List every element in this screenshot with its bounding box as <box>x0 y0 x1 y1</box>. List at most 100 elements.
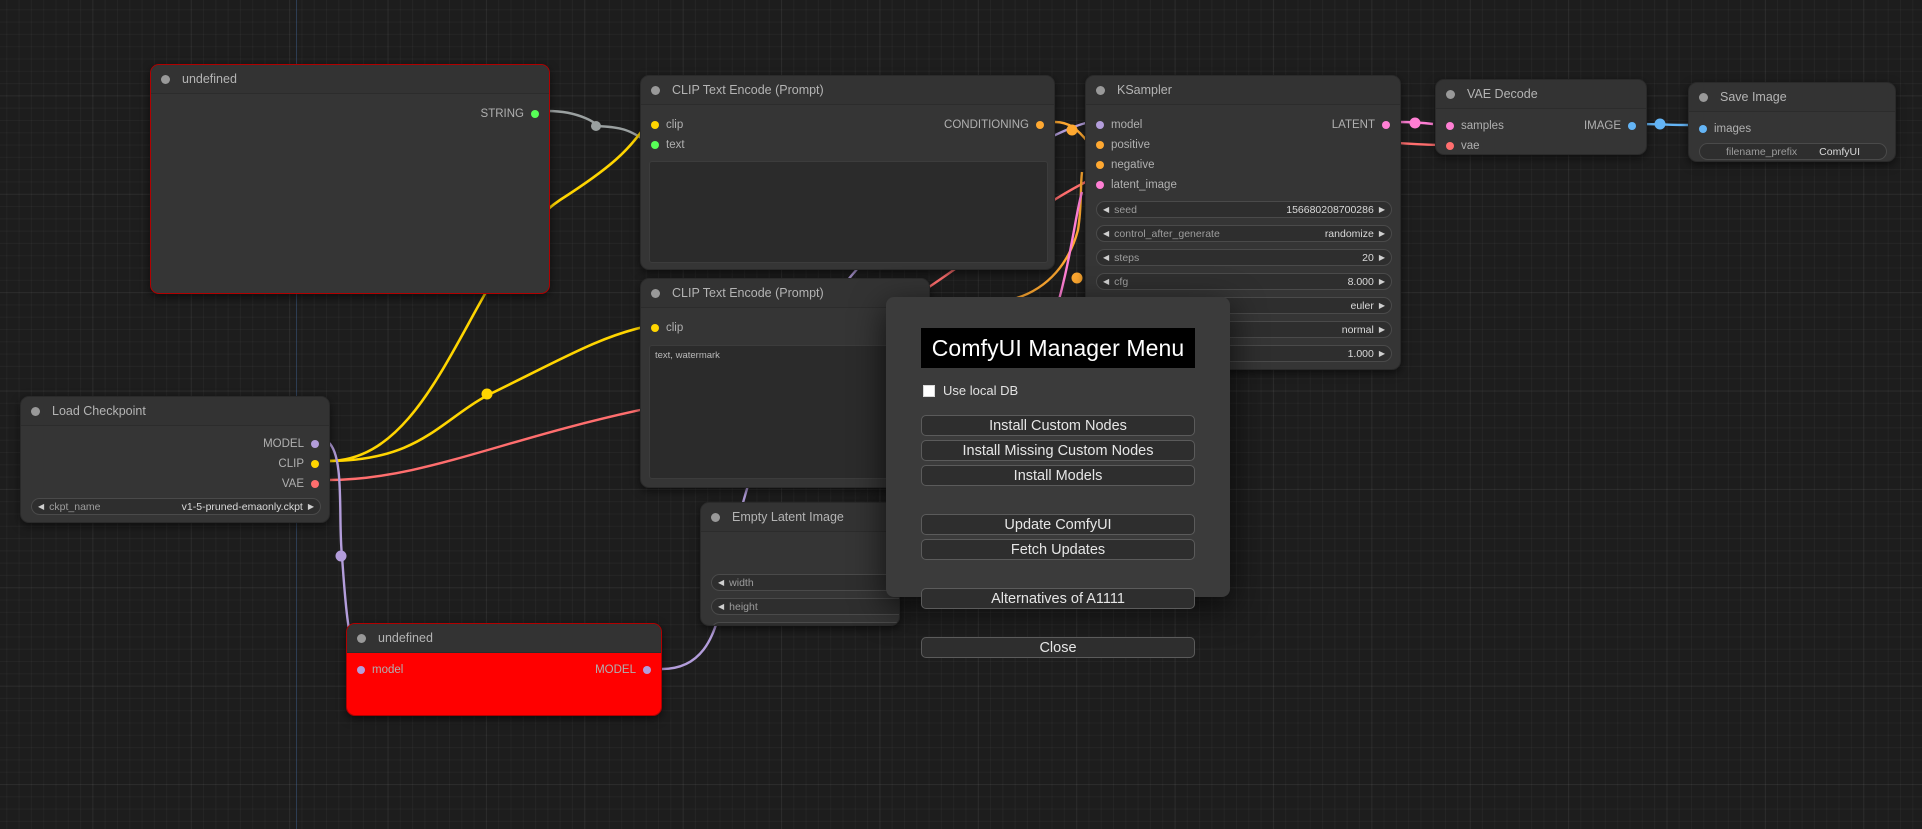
increment-arrow-icon[interactable]: ▶ <box>1378 228 1385 238</box>
decrement-arrow-icon[interactable]: ◀ <box>1103 228 1110 238</box>
node-collapse-icon[interactable] <box>1699 92 1708 102</box>
decrement-arrow-icon[interactable]: ◀ <box>1103 204 1110 214</box>
input-pin-text[interactable] <box>651 141 659 149</box>
output-slot-model[interactable]: MODEL <box>595 662 651 678</box>
node-empty-latent-image[interactable]: Empty Latent Image ◀ width ▶ ◀ height ▶ <box>700 502 900 626</box>
use-local-db-checkbox[interactable] <box>923 384 935 397</box>
node-title-bar[interactable]: VAE Decode <box>1436 80 1646 109</box>
install-missing-custom-nodes-button[interactable]: Install Missing Custom Nodes <box>921 440 1195 461</box>
node-collapse-icon[interactable] <box>31 406 40 416</box>
input-pin-images[interactable] <box>1699 125 1707 133</box>
output-slot-image[interactable]: IMAGE <box>1584 118 1636 134</box>
widget-seed[interactable]: ◀ seed 156680208700286 ▶ <box>1096 201 1392 218</box>
node-title-bar[interactable]: Load Checkpoint <box>21 397 329 426</box>
output-pin-string[interactable] <box>531 110 539 118</box>
output-slot-string[interactable]: STRING <box>481 106 539 122</box>
widget-filename-prefix[interactable]: filename_prefix ComfyUI <box>1699 143 1887 160</box>
node-load-checkpoint[interactable]: Load Checkpoint MODEL CLIP VAE ◀ ckpt_na… <box>20 396 330 523</box>
input-pin-positive[interactable] <box>1096 141 1104 149</box>
widget-width[interactable]: ◀ width ▶ <box>711 574 899 591</box>
input-pin-samples[interactable] <box>1446 122 1454 130</box>
increment-arrow-icon[interactable]: ▶ <box>307 501 314 511</box>
node-title-bar[interactable]: KSampler <box>1086 76 1400 105</box>
input-pin-model[interactable] <box>357 666 365 674</box>
node-collapse-icon[interactable] <box>651 85 660 95</box>
prompt-textarea[interactable]: text, watermark <box>649 345 923 479</box>
widget-control-after-generate[interactable]: ◀ control_after_generate randomize ▶ <box>1096 225 1392 242</box>
output-pin-model[interactable] <box>311 440 319 448</box>
output-pin-conditioning[interactable] <box>1036 121 1044 129</box>
input-slot-latent-image[interactable]: latent_image <box>1096 177 1177 193</box>
widget-steps[interactable]: ◀ steps 20 ▶ <box>1096 249 1392 266</box>
output-pin-latent[interactable] <box>1382 121 1390 129</box>
install-models-button[interactable]: Install Models <box>921 465 1195 486</box>
input-slot-images[interactable]: images <box>1699 121 1751 137</box>
decrement-arrow-icon[interactable]: ◀ <box>1103 276 1110 286</box>
input-pin-clip[interactable] <box>651 324 659 332</box>
decrement-arrow-icon[interactable]: ◀ <box>1103 252 1110 262</box>
increment-arrow-icon[interactable]: ▶ <box>1378 348 1385 358</box>
node-clip-text-encode-negative[interactable]: CLIP Text Encode (Prompt) clip text, wat… <box>640 278 930 488</box>
input-slot-positive[interactable]: positive <box>1096 137 1150 153</box>
prompt-textarea[interactable] <box>649 161 1048 263</box>
node-collapse-icon[interactable] <box>651 288 660 298</box>
input-slot-model[interactable]: model <box>1096 117 1142 133</box>
node-undefined-bottom[interactable]: undefined model MODEL <box>346 623 662 716</box>
node-collapse-icon[interactable] <box>161 74 170 84</box>
alternatives-of-a1111-button[interactable]: Alternatives of A1111 <box>921 588 1195 609</box>
node-title-bar[interactable]: CLIP Text Encode (Prompt) <box>641 76 1054 105</box>
node-title-bar[interactable]: Save Image <box>1689 83 1895 112</box>
node-collapse-icon[interactable] <box>711 512 720 522</box>
use-local-db-row[interactable]: Use local DB <box>923 383 1018 398</box>
widget-height[interactable]: ◀ height ▶ <box>711 598 899 615</box>
input-slot-negative[interactable]: negative <box>1096 157 1154 173</box>
output-pin-clip[interactable] <box>311 460 319 468</box>
output-pin-model[interactable] <box>643 666 651 674</box>
input-pin-model[interactable] <box>1096 121 1104 129</box>
input-pin-negative[interactable] <box>1096 161 1104 169</box>
input-slot-samples[interactable]: samples <box>1446 118 1504 134</box>
output-slot-model[interactable]: MODEL <box>263 436 319 452</box>
increment-arrow-icon[interactable]: ▶ <box>1378 252 1385 262</box>
increment-arrow-icon[interactable]: ▶ <box>1378 324 1385 334</box>
input-slot-clip[interactable]: clip <box>651 320 683 336</box>
close-button[interactable]: Close <box>921 637 1195 658</box>
output-slot-latent[interactable]: LATENT <box>1332 117 1390 133</box>
node-save-image[interactable]: Save Image images filename_prefix ComfyU… <box>1688 82 1896 162</box>
output-pin-vae[interactable] <box>311 480 319 488</box>
input-pin-vae[interactable] <box>1446 142 1454 150</box>
widget-ckpt-name[interactable]: ◀ ckpt_name v1-5-pruned-emaonly.ckpt ▶ <box>31 498 321 515</box>
decrement-arrow-icon[interactable]: ◀ <box>718 577 725 587</box>
decrement-arrow-icon[interactable]: ◀ <box>38 501 45 511</box>
node-title-bar[interactable]: CLIP Text Encode (Prompt) <box>641 279 929 308</box>
input-slot-vae[interactable]: vae <box>1446 138 1480 154</box>
input-pin-clip[interactable] <box>651 121 659 129</box>
output-slot-clip[interactable]: CLIP <box>278 456 319 472</box>
fetch-updates-button[interactable]: Fetch Updates <box>921 539 1195 560</box>
input-pin-latent-image[interactable] <box>1096 181 1104 189</box>
node-title-bar[interactable]: undefined <box>151 65 549 94</box>
widget-batch-size[interactable]: ◀ batch_size ▶ <box>711 622 899 625</box>
node-undefined-top[interactable]: undefined STRING <box>150 64 550 294</box>
output-slot-vae[interactable]: VAE <box>282 476 319 492</box>
input-slot-clip[interactable]: clip <box>651 117 683 133</box>
node-title-bar[interactable]: undefined <box>347 624 661 653</box>
node-collapse-icon[interactable] <box>1096 85 1105 95</box>
comfyui-manager-dialog[interactable]: ComfyUI Manager Menu Use local DB Instal… <box>886 297 1230 658</box>
output-pin-image[interactable] <box>1628 122 1636 130</box>
node-collapse-icon[interactable] <box>1446 89 1455 99</box>
input-slot-model[interactable]: model <box>357 662 403 678</box>
widget-cfg[interactable]: ◀ cfg 8.000 ▶ <box>1096 273 1392 290</box>
increment-arrow-icon[interactable]: ▶ <box>1378 276 1385 286</box>
update-comfyui-button[interactable]: Update ComfyUI <box>921 514 1195 535</box>
increment-arrow-icon[interactable]: ▶ <box>1378 204 1385 214</box>
decrement-arrow-icon[interactable]: ◀ <box>718 601 725 611</box>
output-slot-conditioning[interactable]: CONDITIONING <box>944 117 1044 133</box>
node-vae-decode[interactable]: VAE Decode samples vae IMAGE <box>1435 79 1647 155</box>
node-collapse-icon[interactable] <box>357 633 366 643</box>
input-slot-text[interactable]: text <box>651 137 685 153</box>
install-custom-nodes-button[interactable]: Install Custom Nodes <box>921 415 1195 436</box>
node-clip-text-encode-positive[interactable]: CLIP Text Encode (Prompt) clip text COND… <box>640 75 1055 270</box>
node-title-bar[interactable]: Empty Latent Image <box>701 503 899 532</box>
